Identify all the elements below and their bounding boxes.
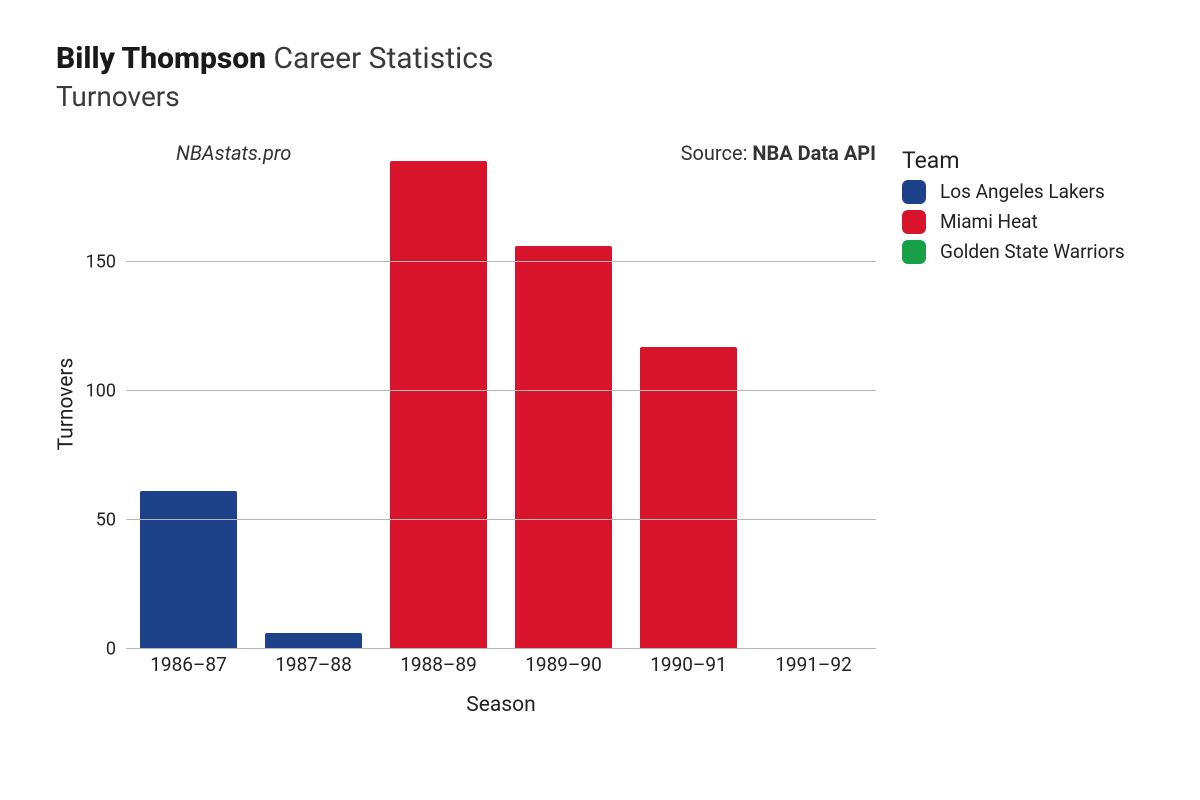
legend-label: Miami Heat [940, 210, 1038, 233]
subtitle: Turnovers [56, 80, 1160, 113]
y-axis-label: Turnovers [54, 159, 78, 649]
legend-item: Golden State Warriors [902, 240, 1125, 264]
bar [390, 161, 488, 648]
x-ticks: 1986–871987–881988–891989–901990–911991–… [126, 653, 876, 676]
bar-slot [251, 159, 376, 649]
grid-line [126, 261, 876, 262]
legend: Team Los Angeles Lakers Miami Heat Golden … [902, 147, 1125, 264]
x-tick-label: 1990–91 [626, 653, 751, 676]
plot-region: 050100150 [126, 159, 876, 649]
legend-label: Golden State Warriors [940, 240, 1125, 263]
bars-group [126, 159, 876, 649]
chart-container: Billy Thompson Career Statistics Turnove… [0, 0, 1200, 800]
bar-slot [501, 159, 626, 649]
legend-swatch [902, 240, 926, 264]
grid-line [126, 390, 876, 391]
legend-swatch [902, 210, 926, 234]
title-player-name: Billy Thompson [56, 41, 266, 76]
y-axis-label-text: Turnovers [54, 357, 78, 450]
chart-area: NBAstats.pro Source: NBA Data API 050100… [56, 141, 1160, 741]
x-tick-label: 1991–92 [751, 653, 876, 676]
x-axis-label: Season [126, 693, 876, 717]
bar-slot [376, 159, 501, 649]
legend-swatch [902, 180, 926, 204]
legend-item: Los Angeles Lakers [902, 180, 1125, 204]
bar [265, 633, 363, 648]
legend-title: Team [902, 147, 1125, 174]
bar-slot [626, 159, 751, 649]
grid-line [126, 648, 876, 649]
title-suffix: Career Statistics [274, 41, 494, 76]
bar-slot [126, 159, 251, 649]
grid-line [126, 519, 876, 520]
bar-slot [751, 159, 876, 649]
x-tick-label: 1987–88 [251, 653, 376, 676]
x-tick-label: 1989–90 [501, 653, 626, 676]
x-tick-label: 1986–87 [126, 653, 251, 676]
x-tick-label: 1988–89 [376, 653, 501, 676]
bar [515, 246, 613, 648]
bar [140, 491, 238, 648]
bar [640, 347, 738, 649]
legend-item: Miami Heat [902, 210, 1125, 234]
legend-label: Los Angeles Lakers [940, 180, 1105, 203]
page-title: Billy Thompson Career Statistics [56, 40, 1160, 78]
